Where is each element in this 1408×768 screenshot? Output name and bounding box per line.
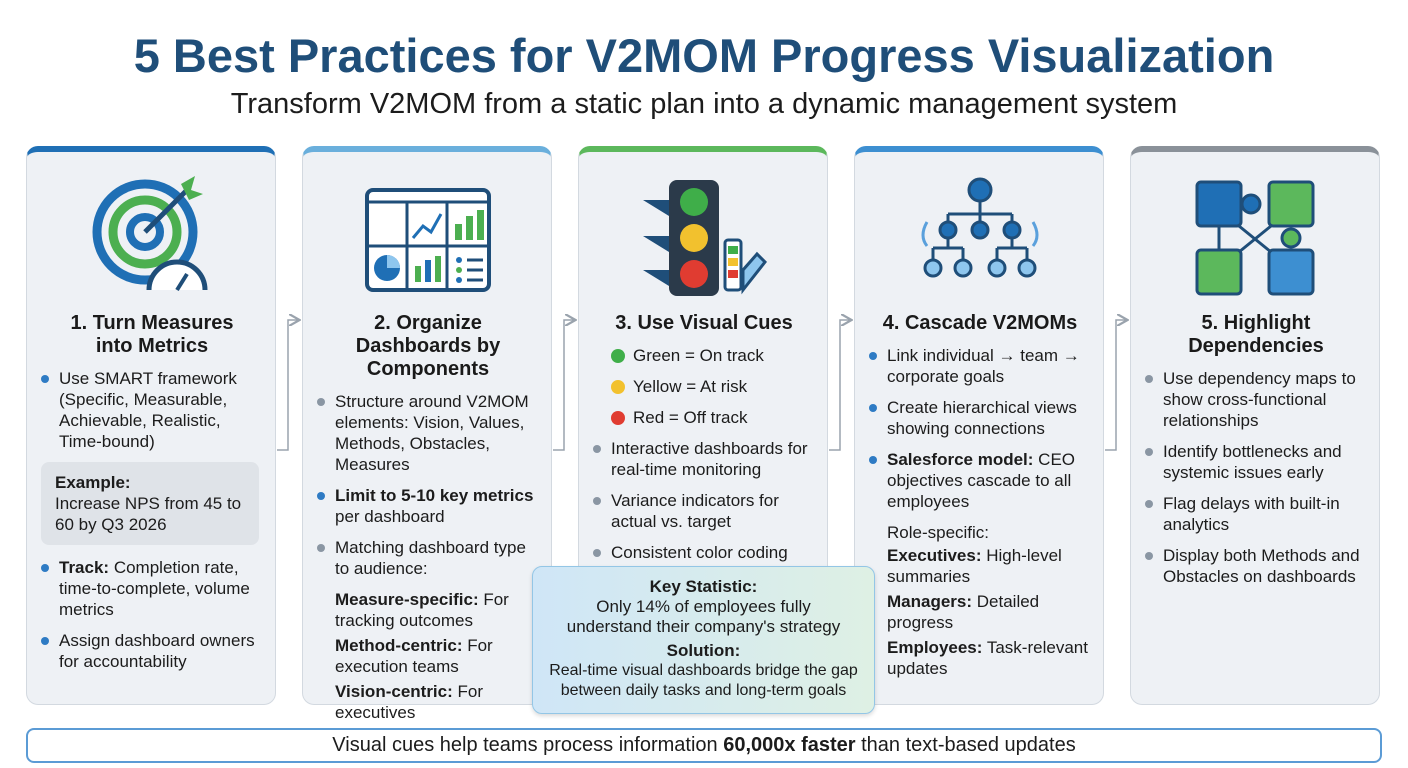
sub-item: Employees: Task-relevant updates <box>869 637 1091 679</box>
stat-text: Only 14% of employees fully understand t… <box>566 597 841 636</box>
text: Assign dashboard owners for accountabili… <box>59 631 255 671</box>
text: Completion rate, time-to-complete, volum… <box>59 558 250 619</box>
legend-dot <box>611 349 625 363</box>
bullet-item: Limit to 5-10 key metrics per dashboard <box>317 485 539 527</box>
text: Flag delays with built-in analytics <box>1163 494 1340 534</box>
sub-heading: Role-specific: <box>887 523 990 542</box>
card: 4. Cascade V2MOMs Link individual → team … <box>854 146 1104 705</box>
stat-label: Key Statistic: <box>649 577 758 596</box>
bullet-item: Display both Methods and Obstacles on da… <box>1145 545 1367 587</box>
bullet-item: Identify bottlenecks and systemic issues… <box>1145 441 1367 483</box>
text: Use dependency maps to show cross-functi… <box>1163 369 1356 430</box>
bullet-item: Structure around V2MOM elements: Vision,… <box>317 391 539 475</box>
legend-dot <box>611 380 625 394</box>
traffic-light-icon <box>643 180 768 296</box>
bullet-item: Interactive dashboards for real-time mon… <box>593 438 815 480</box>
text: Detailed progress <box>887 592 1040 632</box>
bullet-item: Create hierarchical views showing connec… <box>869 397 1091 439</box>
text: Link individual → team → corporate goals <box>887 346 1080 386</box>
bullet-item: Track: Completion rate, time-to-complete… <box>41 557 263 620</box>
bold-text: Vision-centric: <box>335 682 453 701</box>
bullet-item: Assign dashboard owners for accountabili… <box>41 630 263 672</box>
text: CEO objectives cascade to all employees <box>887 450 1076 511</box>
footer-bold: 60,000x faster <box>723 734 856 756</box>
text: Structure around V2MOM elements: Vision,… <box>335 392 529 474</box>
card: 2. Organize Dashboards by Components Stru… <box>302 146 552 722</box>
legend-text: Green = On track <box>633 346 764 365</box>
footer-text: Visual cues help teams process informati… <box>332 734 724 756</box>
bold-text: Salesforce model: <box>887 450 1034 469</box>
title: 5 Best Practices for V2MOM Progress Visu… <box>133 29 1275 82</box>
sub-item: Executives: High-level summaries <box>869 545 1091 587</box>
text: Identify bottlenecks and systemic issues… <box>1163 442 1342 482</box>
text: Use SMART framework (Specific, Measurabl… <box>59 369 237 451</box>
bullet-item: Link individual → team → corporate goals <box>869 345 1091 387</box>
bold-text: Measure-specific: <box>335 590 479 609</box>
bold-text: Limit to 5-10 key metrics <box>335 486 534 505</box>
footer: Visual cues help teams process informati… <box>26 728 1382 763</box>
sub-item: Vision-centric: For executives <box>317 681 539 723</box>
bold-text: Method-centric: <box>335 636 463 655</box>
card: 5. Highlight Dependencies Use dependency … <box>1130 146 1380 705</box>
bold-text: Managers: <box>887 592 973 611</box>
card: 1. Turn Measures into Metrics Use SMART f… <box>26 146 276 705</box>
legend-text: Yellow = At risk <box>633 377 748 396</box>
text: Variance indicators for actual vs. targe… <box>611 491 779 531</box>
card-title: 3. Use Visual Cues <box>615 312 793 334</box>
solution-label: Solution: <box>666 641 741 660</box>
example-box: Example: Increase NPS from 45 to 60 by Q3… <box>41 462 259 545</box>
legend-dot <box>611 411 625 425</box>
bullet-item: Use dependency maps to show cross-functi… <box>1145 368 1367 431</box>
bullet-item: Variance indicators for actual vs. targe… <box>593 490 815 532</box>
text: For executives <box>335 682 484 722</box>
sub-item: Managers: Detailed progress <box>869 591 1091 633</box>
text: For execution teams <box>335 636 493 676</box>
legend-entry: Yellow = At risk <box>593 376 815 397</box>
puzzle-icon <box>1195 180 1315 296</box>
text: Matching dashboard type to audience: <box>335 538 526 578</box>
text: Display both Methods and Obstacles on da… <box>1163 546 1360 586</box>
bold-text: Track: <box>59 558 110 577</box>
bold-text: Executives: <box>887 546 982 565</box>
bullet-item: Use SMART framework (Specific, Measurabl… <box>41 368 263 452</box>
example-label: Example: <box>55 473 131 492</box>
bullet-item: Salesforce model: CEO objectives cascade… <box>869 449 1091 512</box>
subtitle: Transform V2MOM from a static plan into … <box>230 88 1178 120</box>
sub-item: Measure-specific: For tracking outcomes <box>317 589 539 631</box>
legend-entry: Green = On track <box>593 345 815 366</box>
text: Task-relevant updates <box>887 638 1088 678</box>
bullet-item: Matching dashboard type to audience: <box>317 537 539 579</box>
text: per dashboard <box>335 507 445 526</box>
sub-item: Method-centric: For execution teams <box>317 635 539 677</box>
solution-text: Real-time visual dashboards bridge the g… <box>549 662 858 699</box>
text: High-level summaries <box>887 546 1062 586</box>
bold-text: Employees: <box>887 638 983 657</box>
card-title: 1. Turn Measures into Metrics <box>70 312 234 357</box>
card-title: 4. Cascade V2MOMs <box>882 312 1078 334</box>
target-icon <box>92 176 208 292</box>
example-text: Increase NPS from 45 to 60 by Q3 2026 <box>55 494 242 534</box>
text: Create hierarchical views showing connec… <box>887 398 1077 438</box>
card-title: 5. Highlight Dependencies <box>1188 312 1324 357</box>
text: For tracking outcomes <box>335 590 509 630</box>
hierarchy-icon <box>921 177 1039 278</box>
dashboard-icon <box>365 188 491 292</box>
footer-text: than text-based updates <box>855 734 1076 756</box>
legend-text: Red = Off track <box>633 408 748 427</box>
bullet-item: Flag delays with built-in analytics <box>1145 493 1367 535</box>
key-statistic: Key Statistic: Only 14% of employees ful… <box>532 566 875 714</box>
legend-entry: Red = Off track <box>593 407 815 428</box>
text: Interactive dashboards for real-time mon… <box>611 439 808 479</box>
card-title: 2. Organize Dashboards by Components <box>355 312 501 380</box>
